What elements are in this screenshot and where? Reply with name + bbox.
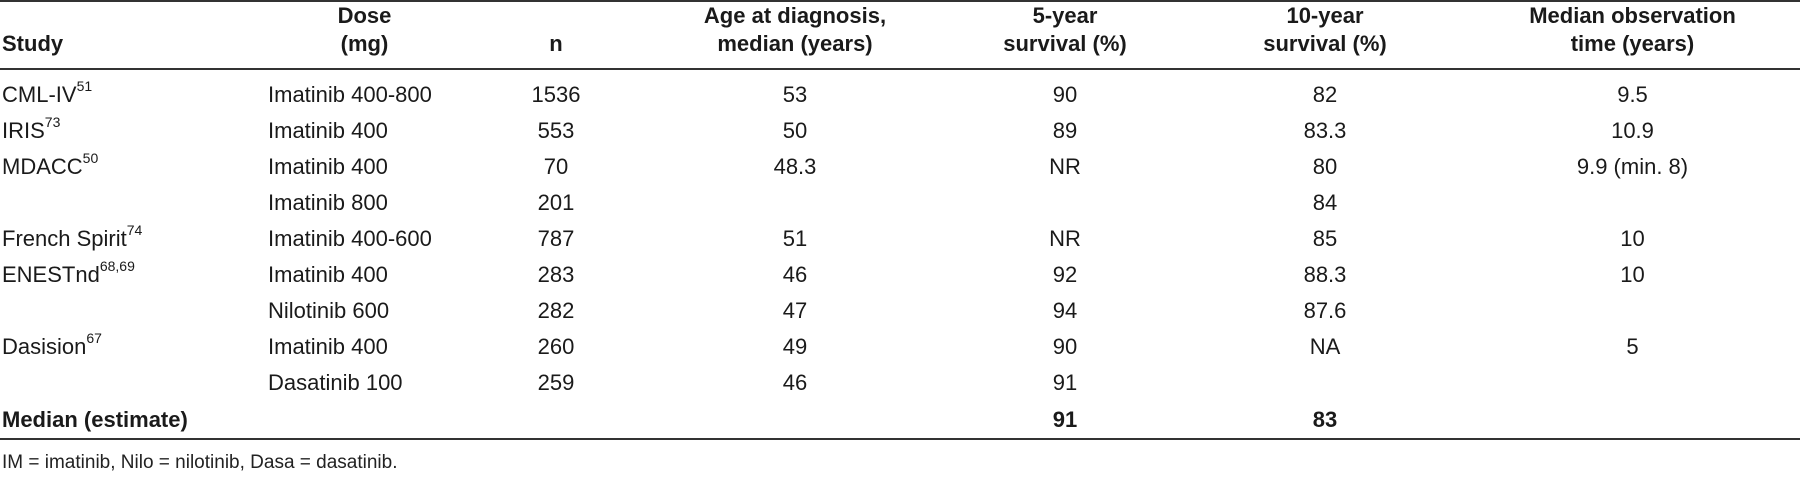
cell-age: 51 xyxy=(645,220,945,256)
cell-obs: 5 xyxy=(1465,328,1800,364)
cell-age: 46 xyxy=(645,256,945,292)
cell-age: 48.3 xyxy=(645,148,945,184)
median-10yr: 83 xyxy=(1185,400,1465,439)
cell-age xyxy=(645,184,945,220)
median-n xyxy=(467,400,645,439)
table-row: IRIS73 Imatinib 400 553 50 89 83.3 10.9 xyxy=(0,112,1800,148)
cell-5yr: 91 xyxy=(945,364,1185,400)
header-observation-time: Median observation time (years) xyxy=(1465,1,1800,69)
table-row: ENESTnd68,69 Imatinib 400 283 46 92 88.3… xyxy=(0,256,1800,292)
cell-10yr: 88.3 xyxy=(1185,256,1465,292)
cell-dose: Imatinib 400 xyxy=(262,328,467,364)
table-row: French Spirit74 Imatinib 400-600 787 51 … xyxy=(0,220,1800,256)
median-5yr: 91 xyxy=(945,400,1185,439)
cell-age: 47 xyxy=(645,292,945,328)
header-study: Study xyxy=(0,1,262,69)
cell-10yr: 83.3 xyxy=(1185,112,1465,148)
cell-obs xyxy=(1465,364,1800,400)
cell-obs: 10.9 xyxy=(1465,112,1800,148)
cell-obs: 9.9 (min. 8) xyxy=(1465,148,1800,184)
survival-table: Study Dose (mg) n Age at diagnosis, medi… xyxy=(0,0,1800,440)
cell-study xyxy=(0,292,262,328)
cell-study xyxy=(0,184,262,220)
table-footnote: IM = imatinib, Nilo = nilotinib, Dasa = … xyxy=(2,452,398,474)
cell-dose: Imatinib 400-600 xyxy=(262,220,467,256)
cell-5yr: 90 xyxy=(945,328,1185,364)
table-row: Dasatinib 100 259 46 91 xyxy=(0,364,1800,400)
median-age xyxy=(645,400,945,439)
cell-dose: Imatinib 400 xyxy=(262,148,467,184)
cell-age: 50 xyxy=(645,112,945,148)
cell-study: Dasision67 xyxy=(0,328,262,364)
cell-study xyxy=(0,364,262,400)
cell-dose: Imatinib 800 xyxy=(262,184,467,220)
cell-obs xyxy=(1465,292,1800,328)
cell-5yr: NR xyxy=(945,148,1185,184)
header-age: Age at diagnosis, median (years) xyxy=(645,1,945,69)
table-row: CML-IV51 Imatinib 400-800 1536 53 90 82 … xyxy=(0,69,1800,112)
cell-10yr: 82 xyxy=(1185,69,1465,112)
cell-n: 1536 xyxy=(467,69,645,112)
cell-5yr: NR xyxy=(945,220,1185,256)
cell-5yr: 90 xyxy=(945,69,1185,112)
cell-10yr xyxy=(1185,364,1465,400)
cell-study: IRIS73 xyxy=(0,112,262,148)
cell-obs: 10 xyxy=(1465,220,1800,256)
cell-age: 53 xyxy=(645,69,945,112)
cell-study: MDACC50 xyxy=(0,148,262,184)
header-10yr-survival: 10-year survival (%) xyxy=(1185,1,1465,69)
cell-n: 70 xyxy=(467,148,645,184)
table-row: Imatinib 800 201 84 xyxy=(0,184,1800,220)
cell-dose: Imatinib 400 xyxy=(262,256,467,292)
cell-dose: Imatinib 400 xyxy=(262,112,467,148)
survival-table-container: Study Dose (mg) n Age at diagnosis, medi… xyxy=(0,0,1800,440)
cell-5yr xyxy=(945,184,1185,220)
header-n: n xyxy=(467,1,645,69)
cell-5yr: 94 xyxy=(945,292,1185,328)
cell-n: 201 xyxy=(467,184,645,220)
table-row: MDACC50 Imatinib 400 70 48.3 NR 80 9.9 (… xyxy=(0,148,1800,184)
table-row: Nilotinib 600 282 47 94 87.6 xyxy=(0,292,1800,328)
cell-study: French Spirit74 xyxy=(0,220,262,256)
cell-study: ENESTnd68,69 xyxy=(0,256,262,292)
cell-n: 787 xyxy=(467,220,645,256)
cell-5yr: 89 xyxy=(945,112,1185,148)
table-header-row: Study Dose (mg) n Age at diagnosis, medi… xyxy=(0,1,1800,69)
cell-obs: 10 xyxy=(1465,256,1800,292)
cell-10yr: NA xyxy=(1185,328,1465,364)
cell-n: 260 xyxy=(467,328,645,364)
cell-10yr: 85 xyxy=(1185,220,1465,256)
cell-study: CML-IV51 xyxy=(0,69,262,112)
cell-obs xyxy=(1465,184,1800,220)
cell-age: 49 xyxy=(645,328,945,364)
median-row: Median (estimate) 91 83 xyxy=(0,400,1800,439)
cell-obs: 9.5 xyxy=(1465,69,1800,112)
cell-n: 282 xyxy=(467,292,645,328)
header-5yr-survival: 5-year survival (%) xyxy=(945,1,1185,69)
median-obs xyxy=(1465,400,1800,439)
cell-n: 283 xyxy=(467,256,645,292)
cell-dose: Dasatinib 100 xyxy=(262,364,467,400)
header-dose: Dose (mg) xyxy=(262,1,467,69)
cell-5yr: 92 xyxy=(945,256,1185,292)
cell-n: 259 xyxy=(467,364,645,400)
cell-dose: Nilotinib 600 xyxy=(262,292,467,328)
cell-10yr: 87.6 xyxy=(1185,292,1465,328)
cell-10yr: 80 xyxy=(1185,148,1465,184)
cell-10yr: 84 xyxy=(1185,184,1465,220)
cell-age: 46 xyxy=(645,364,945,400)
cell-dose: Imatinib 400-800 xyxy=(262,69,467,112)
cell-n: 553 xyxy=(467,112,645,148)
median-label: Median (estimate) xyxy=(0,400,467,439)
table-row: Dasision67 Imatinib 400 260 49 90 NA 5 xyxy=(0,328,1800,364)
